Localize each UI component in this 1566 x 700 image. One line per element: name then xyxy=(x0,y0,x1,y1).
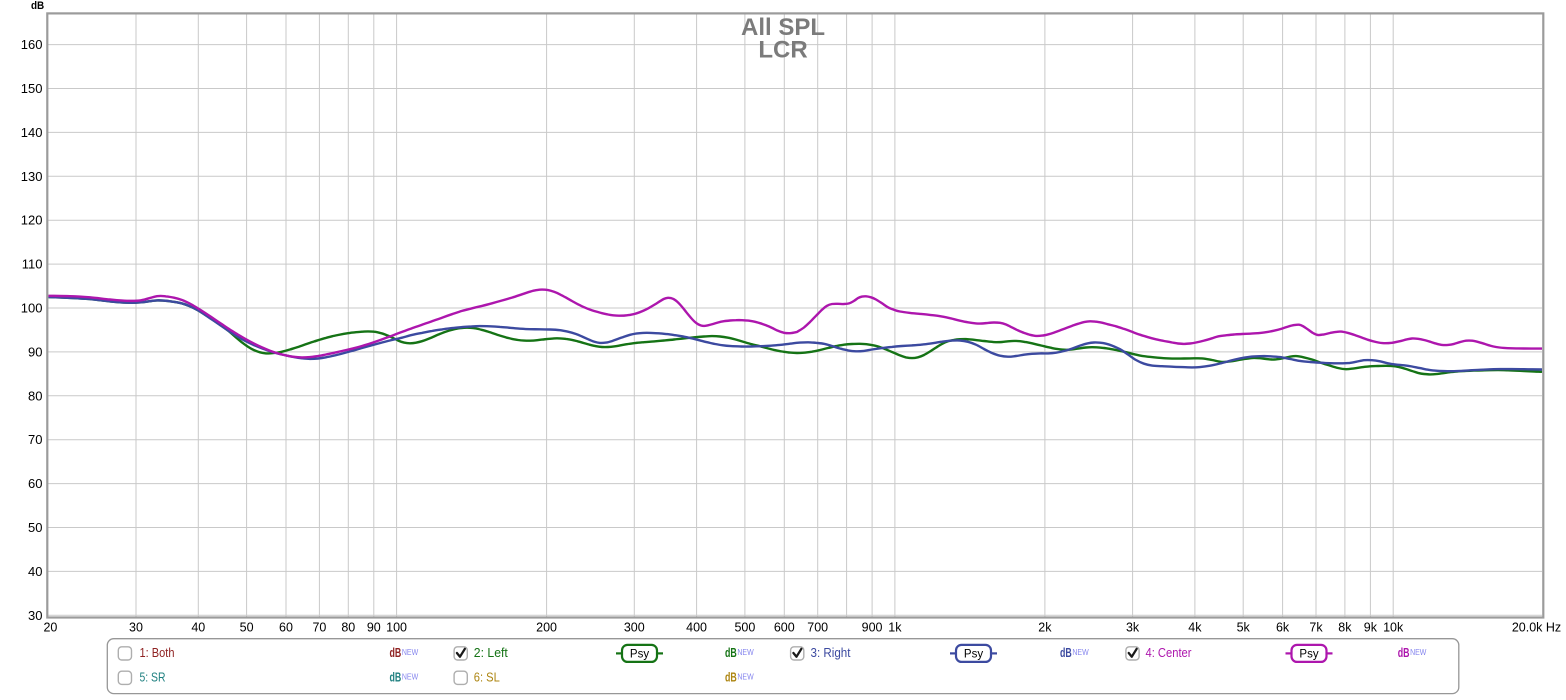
svg-text:130: 130 xyxy=(21,169,43,184)
svg-text:200: 200 xyxy=(536,621,557,635)
svg-text:1: Both: 1: Both xyxy=(140,646,175,660)
svg-text:3: Right: 3: Right xyxy=(811,646,851,660)
svg-text:160: 160 xyxy=(21,37,43,52)
svg-text:4: Center: 4: Center xyxy=(1146,646,1192,660)
svg-text:Psy: Psy xyxy=(964,648,983,660)
svg-text:50: 50 xyxy=(240,621,254,635)
svg-text:60: 60 xyxy=(28,476,42,491)
svg-text:9k: 9k xyxy=(1364,621,1378,635)
svg-text:70: 70 xyxy=(312,621,326,635)
svg-text:2: Left: 2: Left xyxy=(474,646,509,660)
svg-text:dB: dB xyxy=(31,0,44,12)
svg-text:NEW: NEW xyxy=(402,671,418,681)
svg-text:dB: dB xyxy=(390,670,402,685)
svg-text:400: 400 xyxy=(686,621,707,635)
svg-text:30: 30 xyxy=(129,621,143,635)
svg-text:2k: 2k xyxy=(1038,621,1052,635)
svg-text:20.0k Hz: 20.0k Hz xyxy=(1512,621,1561,635)
svg-text:80: 80 xyxy=(341,621,355,635)
svg-text:150: 150 xyxy=(21,81,43,96)
svg-text:5k: 5k xyxy=(1237,621,1251,635)
svg-text:40: 40 xyxy=(28,564,42,579)
svg-text:Psy: Psy xyxy=(1299,648,1318,660)
svg-text:7k: 7k xyxy=(1309,621,1323,635)
svg-text:50: 50 xyxy=(28,520,42,535)
svg-text:20: 20 xyxy=(43,621,57,635)
svg-text:110: 110 xyxy=(22,257,43,272)
svg-text:NEW: NEW xyxy=(737,647,753,657)
svg-text:900: 900 xyxy=(862,621,883,635)
svg-text:NEW: NEW xyxy=(1410,647,1426,657)
svg-text:LCR: LCR xyxy=(758,37,807,64)
svg-text:80: 80 xyxy=(28,388,42,403)
svg-text:1k: 1k xyxy=(888,621,902,635)
svg-text:6: SL: 6: SL xyxy=(474,671,500,685)
svg-text:dB: dB xyxy=(1398,645,1410,660)
svg-text:5: SR: 5: SR xyxy=(140,671,166,685)
svg-text:700: 700 xyxy=(807,621,828,635)
svg-text:6k: 6k xyxy=(1276,621,1290,635)
svg-text:10k: 10k xyxy=(1383,621,1404,635)
svg-text:dB: dB xyxy=(1060,645,1072,660)
svg-text:NEW: NEW xyxy=(1072,647,1088,657)
svg-text:60: 60 xyxy=(279,621,293,635)
svg-text:dB: dB xyxy=(390,645,402,660)
svg-text:70: 70 xyxy=(28,432,42,447)
svg-text:120: 120 xyxy=(21,213,43,228)
svg-text:3k: 3k xyxy=(1126,621,1140,635)
svg-text:500: 500 xyxy=(734,621,755,635)
svg-text:dB: dB xyxy=(725,645,737,660)
svg-text:140: 140 xyxy=(21,125,43,140)
svg-text:NEW: NEW xyxy=(737,671,753,681)
svg-text:8k: 8k xyxy=(1338,621,1352,635)
svg-text:dB: dB xyxy=(725,670,737,685)
svg-text:600: 600 xyxy=(774,621,795,635)
svg-text:100: 100 xyxy=(21,301,43,316)
svg-text:40: 40 xyxy=(191,621,205,635)
svg-text:NEW: NEW xyxy=(402,647,418,657)
svg-text:All SPL: All SPL xyxy=(741,14,825,41)
svg-text:300: 300 xyxy=(624,621,645,635)
svg-text:100: 100 xyxy=(386,621,407,635)
svg-text:90: 90 xyxy=(28,344,42,359)
svg-text:Psy: Psy xyxy=(630,648,649,660)
svg-text:90: 90 xyxy=(367,621,381,635)
svg-text:30: 30 xyxy=(28,608,42,623)
svg-text:4k: 4k xyxy=(1188,621,1202,635)
